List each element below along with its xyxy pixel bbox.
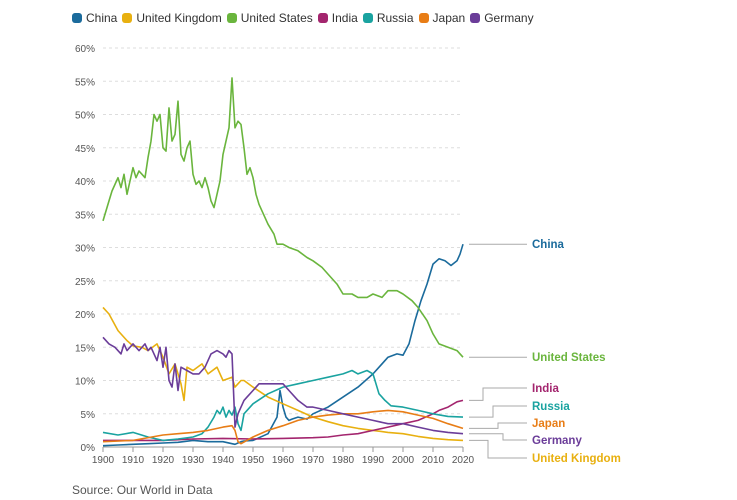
series-line bbox=[102, 369, 464, 442]
y-tick-label: 30% bbox=[75, 244, 95, 255]
series-end-label: Germany bbox=[532, 435, 582, 447]
legend-swatch bbox=[362, 13, 373, 23]
y-tick-label: 5% bbox=[81, 410, 96, 421]
x-tick-label: 1900 bbox=[92, 455, 115, 466]
x-tick-label: 2000 bbox=[392, 455, 415, 466]
series-end-label: United Kingdom bbox=[532, 453, 621, 465]
series-line bbox=[102, 243, 464, 447]
legend-label: Japan bbox=[432, 11, 466, 25]
legend-swatch bbox=[317, 13, 328, 23]
series-line bbox=[102, 306, 464, 442]
label-connector bbox=[469, 405, 527, 418]
legend-swatch bbox=[72, 13, 82, 23]
y-tick-label: 15% bbox=[75, 343, 95, 354]
series-end-label: India bbox=[532, 383, 559, 395]
y-tick-label: 35% bbox=[75, 210, 95, 221]
y-tick-label: 60% bbox=[75, 44, 95, 55]
legend-label: India bbox=[331, 11, 358, 25]
x-tick-label: 1950 bbox=[242, 455, 265, 466]
legend-item[interactable]: India bbox=[317, 11, 358, 25]
series-lines bbox=[102, 77, 464, 447]
legend-label: United States bbox=[240, 11, 313, 25]
y-tick-label: 20% bbox=[75, 310, 95, 321]
y-tick-label: 40% bbox=[75, 177, 95, 188]
legend: China United Kingdom United States India Rus… bbox=[72, 11, 539, 25]
y-tick-label: 45% bbox=[75, 144, 95, 155]
x-tick-label: 1990 bbox=[362, 455, 385, 466]
series-line bbox=[103, 399, 464, 442]
x-tick-label: 2010 bbox=[422, 455, 445, 466]
x-tick-label: 1930 bbox=[182, 455, 205, 466]
legend-item[interactable]: Japan bbox=[418, 11, 466, 25]
end-labels: China United Kingdom United States India Rus… bbox=[469, 239, 621, 465]
legend-label: China bbox=[86, 11, 118, 25]
y-tick-label: 50% bbox=[75, 111, 95, 122]
y-tick-label: 0% bbox=[81, 443, 96, 454]
legend-swatch bbox=[418, 13, 429, 23]
source-note: Source: Our World in Data bbox=[72, 483, 213, 497]
label-connector bbox=[469, 387, 527, 401]
legend-swatch bbox=[226, 13, 237, 23]
label-connector bbox=[469, 433, 527, 441]
x-tick-label: 1910 bbox=[122, 455, 145, 466]
legend-item[interactable]: Russia bbox=[362, 11, 414, 25]
series-line bbox=[102, 336, 464, 435]
x-tick-label: 2020 bbox=[452, 455, 475, 466]
legend-item[interactable]: United States bbox=[226, 11, 313, 25]
legend-item[interactable]: United Kingdom bbox=[122, 11, 222, 25]
y-axis-ticks: 0% 5% 10% 15% 20% 25% 30% 35% 40% 45% 50% 55% 60% bbox=[75, 44, 95, 454]
x-tick-label: 1980 bbox=[332, 455, 355, 466]
label-connector bbox=[469, 439, 527, 459]
series-end-label: Japan bbox=[532, 418, 565, 430]
series-end-label: United States bbox=[532, 352, 606, 364]
series-line bbox=[102, 77, 464, 358]
series-end-label: Russia bbox=[532, 401, 570, 413]
series-line bbox=[102, 409, 464, 445]
y-tick-label: 10% bbox=[75, 377, 95, 388]
legend-label: Germany bbox=[484, 11, 534, 25]
label-connector bbox=[469, 422, 527, 429]
x-tick-label: 1970 bbox=[302, 455, 325, 466]
x-tick-label: 1940 bbox=[212, 455, 235, 466]
legend-label: Russia bbox=[376, 11, 414, 25]
legend-item[interactable]: Germany bbox=[470, 11, 534, 25]
series-end-label: China bbox=[532, 239, 565, 251]
legend-item[interactable]: China bbox=[72, 11, 117, 25]
legend-swatch bbox=[122, 13, 133, 23]
y-tick-label: 25% bbox=[75, 277, 95, 288]
x-axis-ticks: 1900 1910 1920 1930 1940 1950 1960 1970 1980 1990… bbox=[92, 447, 475, 466]
x-tick-label: 1960 bbox=[272, 455, 295, 466]
x-tick-label: 1920 bbox=[152, 455, 175, 466]
y-tick-label: 55% bbox=[75, 77, 95, 88]
legend-label: United Kingdom bbox=[136, 11, 222, 25]
legend-swatch bbox=[470, 13, 481, 23]
